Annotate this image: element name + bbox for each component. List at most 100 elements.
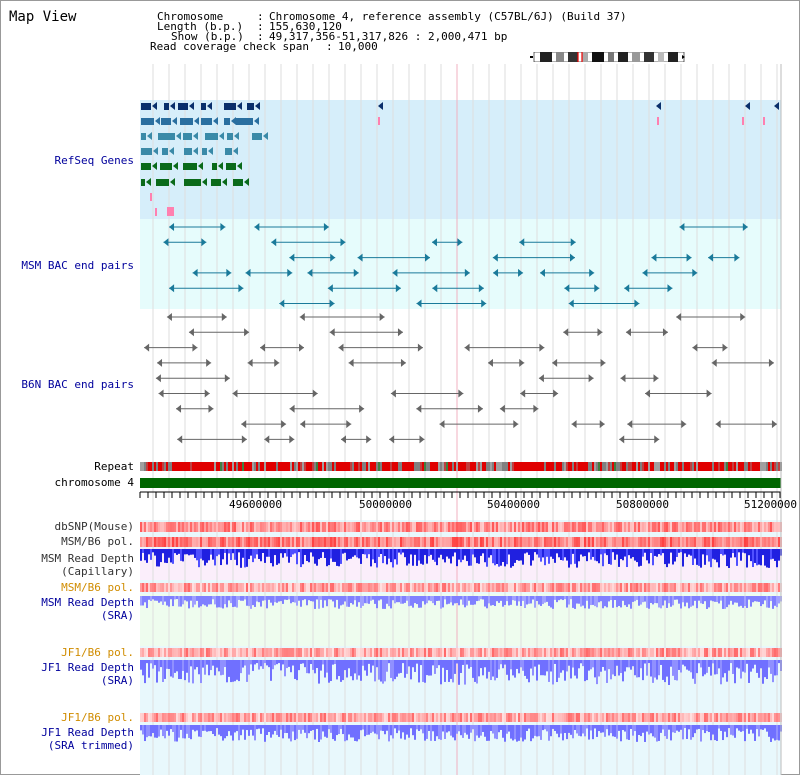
read-depth-bar [742, 549, 744, 553]
polymorphism-cell [150, 713, 152, 722]
read-depth-bar [640, 549, 642, 566]
polymorphism-cell [146, 537, 148, 547]
polymorphism-cell [758, 648, 760, 657]
track-label-jf1-b6-pol-1[interactable]: JF1/B6 pol. [61, 646, 134, 659]
polymorphism-cell [360, 648, 362, 657]
polymorphism-cell [766, 713, 768, 722]
polymorphism-cell [224, 713, 226, 722]
polymorphism-cell [472, 648, 474, 657]
polymorphism-cell [648, 648, 650, 657]
read-depth-bar [778, 660, 780, 664]
polymorphism-cell [762, 648, 764, 657]
repeat-block [432, 462, 434, 471]
read-depth-bar [488, 596, 490, 604]
polymorphism-cell [774, 648, 776, 657]
read-depth-bar [360, 725, 362, 731]
read-depth-bar [562, 660, 564, 671]
polymorphism-cell [274, 713, 276, 722]
polymorphism-cell [436, 537, 438, 547]
read-depth-bar [282, 596, 284, 604]
read-depth-bar [184, 549, 186, 555]
msm-bac-end [642, 268, 648, 277]
track-label-jf1-b6-pol-2[interactable]: JF1/B6 pol. [61, 711, 134, 724]
polymorphism-cell [546, 648, 548, 657]
read-depth-bar [432, 596, 434, 604]
b6n-bac-end [417, 343, 423, 352]
read-depth-bar [772, 725, 774, 739]
b6n-bac-end [300, 420, 306, 429]
polymorphism-cell [754, 522, 756, 532]
polymorphism-cell [452, 522, 454, 532]
msm-bac-end [245, 268, 251, 277]
b6n-bac-end [158, 389, 164, 398]
polymorphism-cell [286, 713, 288, 722]
length-label: Length (b.p.) [157, 20, 244, 33]
read-depth-bar [742, 725, 744, 732]
track-label-msm-depth-sra-1[interactable]: MSM Read Depth [41, 596, 134, 609]
read-depth-bar [208, 549, 210, 561]
polymorphism-cell [238, 522, 240, 532]
repeat-block [246, 462, 248, 471]
polymorphism-cell [220, 713, 222, 722]
read-depth-bar [414, 549, 416, 555]
polymorphism-cell [384, 522, 386, 532]
polymorphism-cell [448, 537, 450, 547]
polymorphism-cell [154, 537, 156, 547]
read-depth-bar [766, 596, 768, 608]
read-depth-bar [384, 660, 386, 682]
track-label-dbsnp[interactable]: dbSNP(Mouse) [54, 520, 134, 533]
b6n-bac-end [281, 420, 287, 429]
polymorphism-cell [540, 648, 542, 657]
repeat-block [596, 462, 598, 471]
polymorphism-cell [422, 522, 424, 532]
read-depth-bar [178, 596, 180, 607]
track-label-jf1-depth-trim-1[interactable]: JF1 Read Depth [41, 726, 134, 739]
repeat-block [272, 462, 274, 471]
track-label-msm-bac[interactable]: MSM BAC end pairs [21, 259, 134, 272]
track-label-msm-depth-cap-1[interactable]: MSM Read Depth [41, 552, 134, 565]
track-label-msm-b6-pol-2[interactable]: MSM/B6 pol. [61, 581, 134, 594]
polymorphism-cell [444, 537, 446, 547]
refseq-gene [224, 103, 236, 110]
polymorphism-cell [416, 583, 418, 592]
polymorphism-cell [332, 648, 334, 657]
track-label-b6n-bac[interactable]: B6N BAC end pairs [21, 378, 134, 391]
b6n-bac-end [625, 328, 631, 337]
read-depth-bar [340, 596, 342, 606]
polymorphism-cell [592, 583, 594, 592]
read-depth-bar [614, 725, 616, 737]
b6n-bac-end [653, 374, 659, 383]
repeat-block [360, 462, 362, 471]
read-depth-bar [538, 596, 540, 605]
polymorphism-cell [536, 648, 538, 657]
polymorphism-cell [718, 713, 720, 722]
polymorphism-cell [776, 537, 778, 547]
track-label-jf1-depth-sra-1[interactable]: JF1 Read Depth [41, 661, 134, 674]
read-depth-bar [236, 660, 238, 680]
read-depth-bar [386, 596, 388, 604]
read-depth-bar [248, 660, 250, 675]
chromosome-ideogram[interactable] [530, 52, 685, 62]
polymorphism-cell [682, 537, 684, 547]
read-depth-bar [736, 549, 738, 566]
track-label-repeat[interactable]: Repeat [94, 460, 134, 473]
read-depth-bar [740, 725, 742, 732]
polymorphism-cell [208, 648, 210, 657]
repeat-block [504, 462, 506, 471]
polymorphism-cell [482, 522, 484, 532]
repeat-block [452, 462, 454, 471]
track-label-refseq[interactable]: RefSeq Genes [54, 154, 134, 167]
polymorphism-cell [704, 522, 706, 532]
track-label-msm-b6-pol-1[interactable]: MSM/B6 pol. [61, 535, 134, 548]
b6n-bac-end [519, 358, 525, 367]
read-depth-bar [460, 660, 462, 673]
polymorphism-cell [548, 522, 550, 532]
read-depth-bar [630, 549, 632, 559]
read-depth-bar [304, 596, 306, 600]
coverage-value: 10,000 [338, 40, 378, 53]
polymorphism-cell [338, 522, 340, 532]
polymorphism-cell [760, 522, 762, 532]
read-depth-bar [186, 596, 188, 602]
read-depth-bar [462, 596, 464, 605]
